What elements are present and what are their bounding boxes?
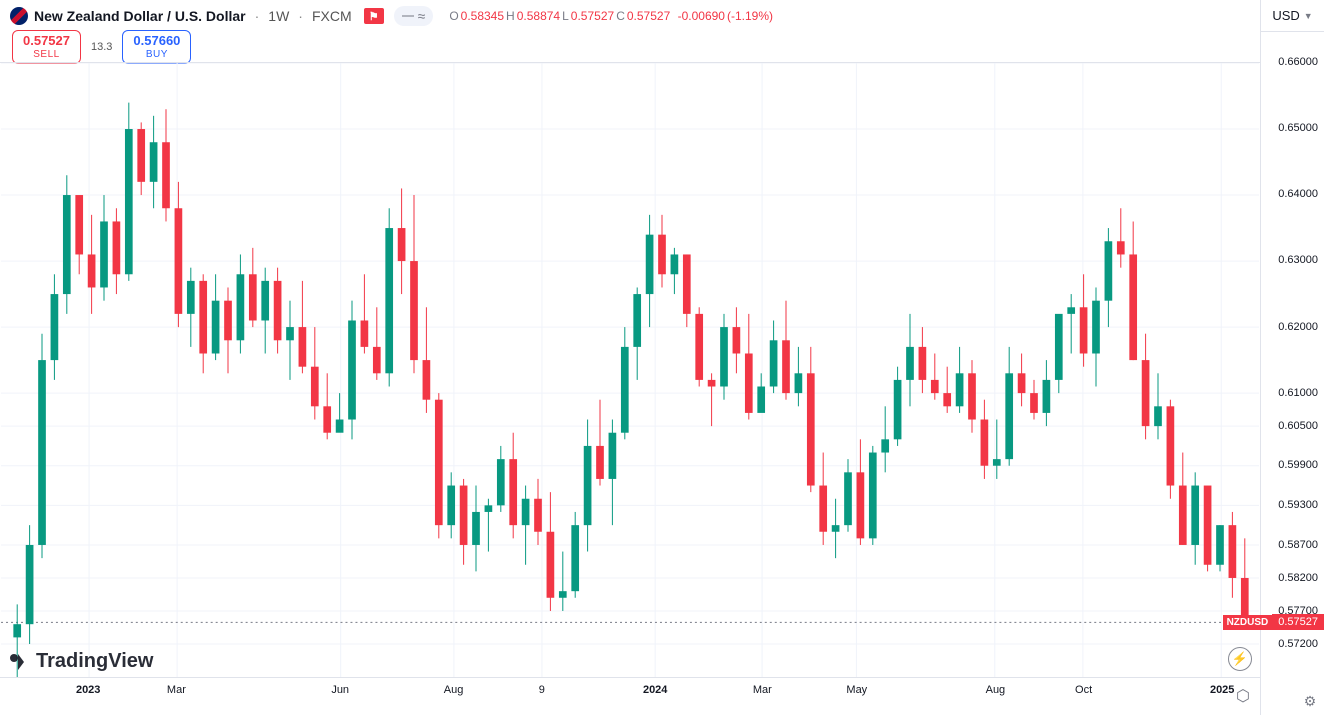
chevron-down-icon: ▼ <box>1304 11 1313 21</box>
price-tick: 0.62000 <box>1278 321 1318 333</box>
candlestick-chart[interactable] <box>0 63 1260 677</box>
time-tick: Jun <box>331 684 349 696</box>
symbol-flag-icon <box>10 7 28 25</box>
price-tick: 0.64000 <box>1278 188 1318 200</box>
buy-button[interactable]: 0.57660 BUY <box>122 30 191 65</box>
price-tick: 0.58700 <box>1278 539 1318 551</box>
chart-pane[interactable] <box>0 62 1260 677</box>
price-tick: 0.65000 <box>1278 122 1318 134</box>
currency-selector[interactable]: USD▼ <box>1261 0 1324 32</box>
last-price-label: NZDUSD0.57527 <box>1223 614 1324 630</box>
price-tick: 0.59900 <box>1278 459 1318 471</box>
time-tick: Aug <box>986 684 1006 696</box>
price-scale[interactable]: 0.66000 0.65000 0.64000 0.63000 0.62000 0.610… <box>1261 32 1324 715</box>
time-tick: 9 <box>539 684 545 696</box>
goto-date-icon[interactable]: ⚡ <box>1228 647 1252 671</box>
broker-label: FXCM <box>312 8 352 24</box>
ohlc-display: O0.58345 H0.58874 L0.57527 C0.57527 -0.0… <box>449 9 773 23</box>
indicator-toggle[interactable]: ≈ <box>394 6 434 26</box>
tradingview-logo-icon <box>10 654 32 670</box>
time-tick: Oct <box>1075 684 1092 696</box>
price-tick: 0.63000 <box>1278 254 1318 266</box>
price-tick: 0.57200 <box>1278 638 1318 650</box>
time-tick: Mar <box>753 684 772 696</box>
price-tick: 0.66000 <box>1278 56 1318 68</box>
spread-value: 13.3 <box>91 41 112 53</box>
time-tick: 2025 <box>1210 684 1234 696</box>
price-tick: 0.61000 <box>1278 387 1318 399</box>
sell-button[interactable]: 0.57527 SELL <box>12 30 81 65</box>
time-tick: May <box>846 684 867 696</box>
trade-bar: 0.57527 SELL 13.3 0.57660 BUY <box>0 32 1324 62</box>
price-tick: 0.60500 <box>1278 420 1318 432</box>
symbol-title[interactable]: New Zealand Dollar / U.S. Dollar <box>34 8 246 24</box>
time-tick: Mar <box>167 684 186 696</box>
time-tick: Aug <box>444 684 464 696</box>
price-axis-column: USD▼ 0.66000 0.65000 0.64000 0.63000 0.62000… <box>1260 0 1324 715</box>
time-tick: 2024 <box>643 684 667 696</box>
axis-settings-icon[interactable]: ⚙ <box>1300 691 1320 711</box>
time-axis[interactable]: ⬡ 2023 Mar Jun Aug 9 2024 Mar May Aug Oct 2025 <box>0 677 1260 715</box>
time-tick: 2023 <box>76 684 100 696</box>
timeframe-label[interactable]: 1W <box>268 8 289 24</box>
time-axis-settings-icon[interactable]: ⬡ <box>1232 685 1254 707</box>
price-tick: 0.58200 <box>1278 572 1318 584</box>
symbol-header: New Zealand Dollar / U.S. Dollar · 1W · … <box>0 0 1324 32</box>
alert-badge-icon[interactable]: ⚑ <box>364 8 384 24</box>
tradingview-watermark: TradingView <box>10 650 153 673</box>
price-tick: 0.59300 <box>1278 499 1318 511</box>
